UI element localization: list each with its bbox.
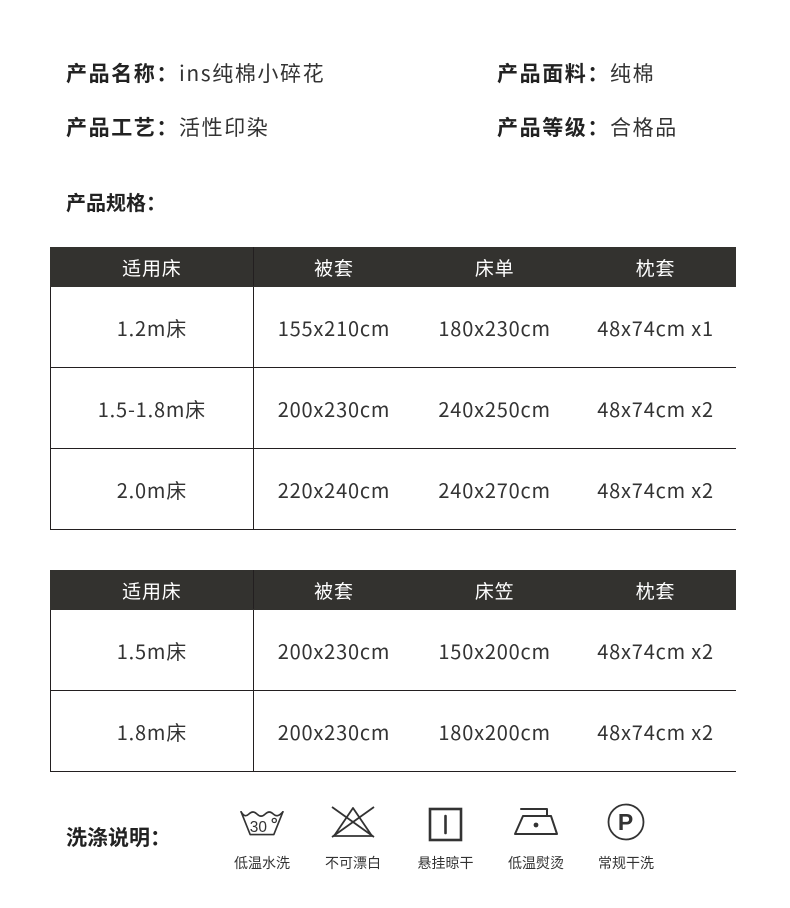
svg-text:P: P <box>618 809 633 835</box>
svg-text:30: 30 <box>250 819 267 836</box>
